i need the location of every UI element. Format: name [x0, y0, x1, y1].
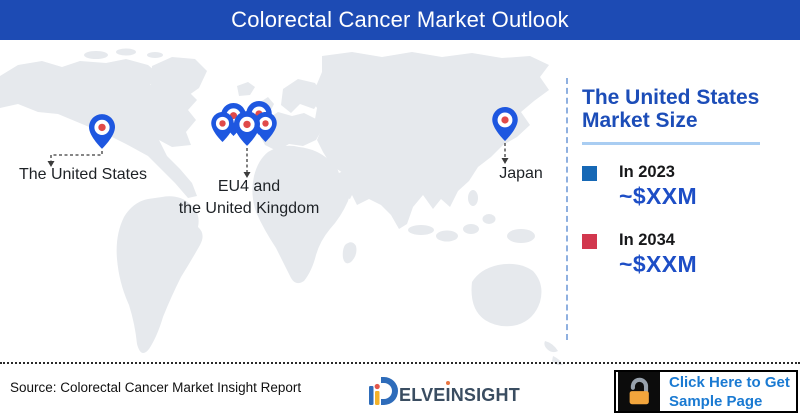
connector-lines: [50, 143, 506, 172]
label-united-states: The United States: [18, 166, 148, 183]
bullet-square-blue: [582, 166, 597, 181]
location-pin-icon: [211, 112, 234, 142]
logo-wordmark: ELVEINSIGHT: [399, 385, 520, 405]
world-map: [0, 48, 563, 366]
cta-text: Click Here to Get Sample Page: [669, 373, 790, 410]
lock-box: [616, 372, 660, 411]
panel-title: The United States Market Size: [582, 86, 760, 132]
header-banner: Colorectal Cancer Market Outlook: [0, 0, 800, 40]
source-text: Source: Colorectal Cancer Market Insight…: [10, 380, 302, 395]
page-title: Colorectal Cancer Market Outlook: [231, 7, 569, 32]
label-eu4-uk: EU4 and the United Kingdom: [178, 178, 320, 217]
get-sample-page-button[interactable]: Click Here to Get Sample Page: [614, 370, 798, 413]
value-label: ~$XXM: [619, 251, 698, 277]
value-label: ~$XXM: [619, 183, 698, 209]
year-label: In 2023: [619, 163, 675, 181]
label-japan: Japan: [499, 165, 543, 182]
delveinsight-logo: ELVEINSIGHT: [368, 375, 520, 407]
delveinsight-d-icon: [369, 377, 398, 405]
location-pin-icon: [89, 114, 115, 149]
footer-divider: [0, 362, 800, 364]
location-pin-icon: [234, 111, 260, 146]
market-size-panel: The United States Market Size In 2023 ~$…: [582, 86, 787, 277]
unlock-icon: [629, 377, 649, 404]
vertical-divider: [566, 78, 568, 340]
year-label: In 2034: [619, 231, 675, 249]
bullet-square-red: [582, 234, 597, 249]
market-size-item-2023: In 2023 ~$XXM: [582, 163, 787, 209]
panel-underline: [582, 142, 760, 145]
market-size-item-2034: In 2034 ~$XXM: [582, 231, 787, 277]
connector-arrowheads: [47, 158, 509, 178]
